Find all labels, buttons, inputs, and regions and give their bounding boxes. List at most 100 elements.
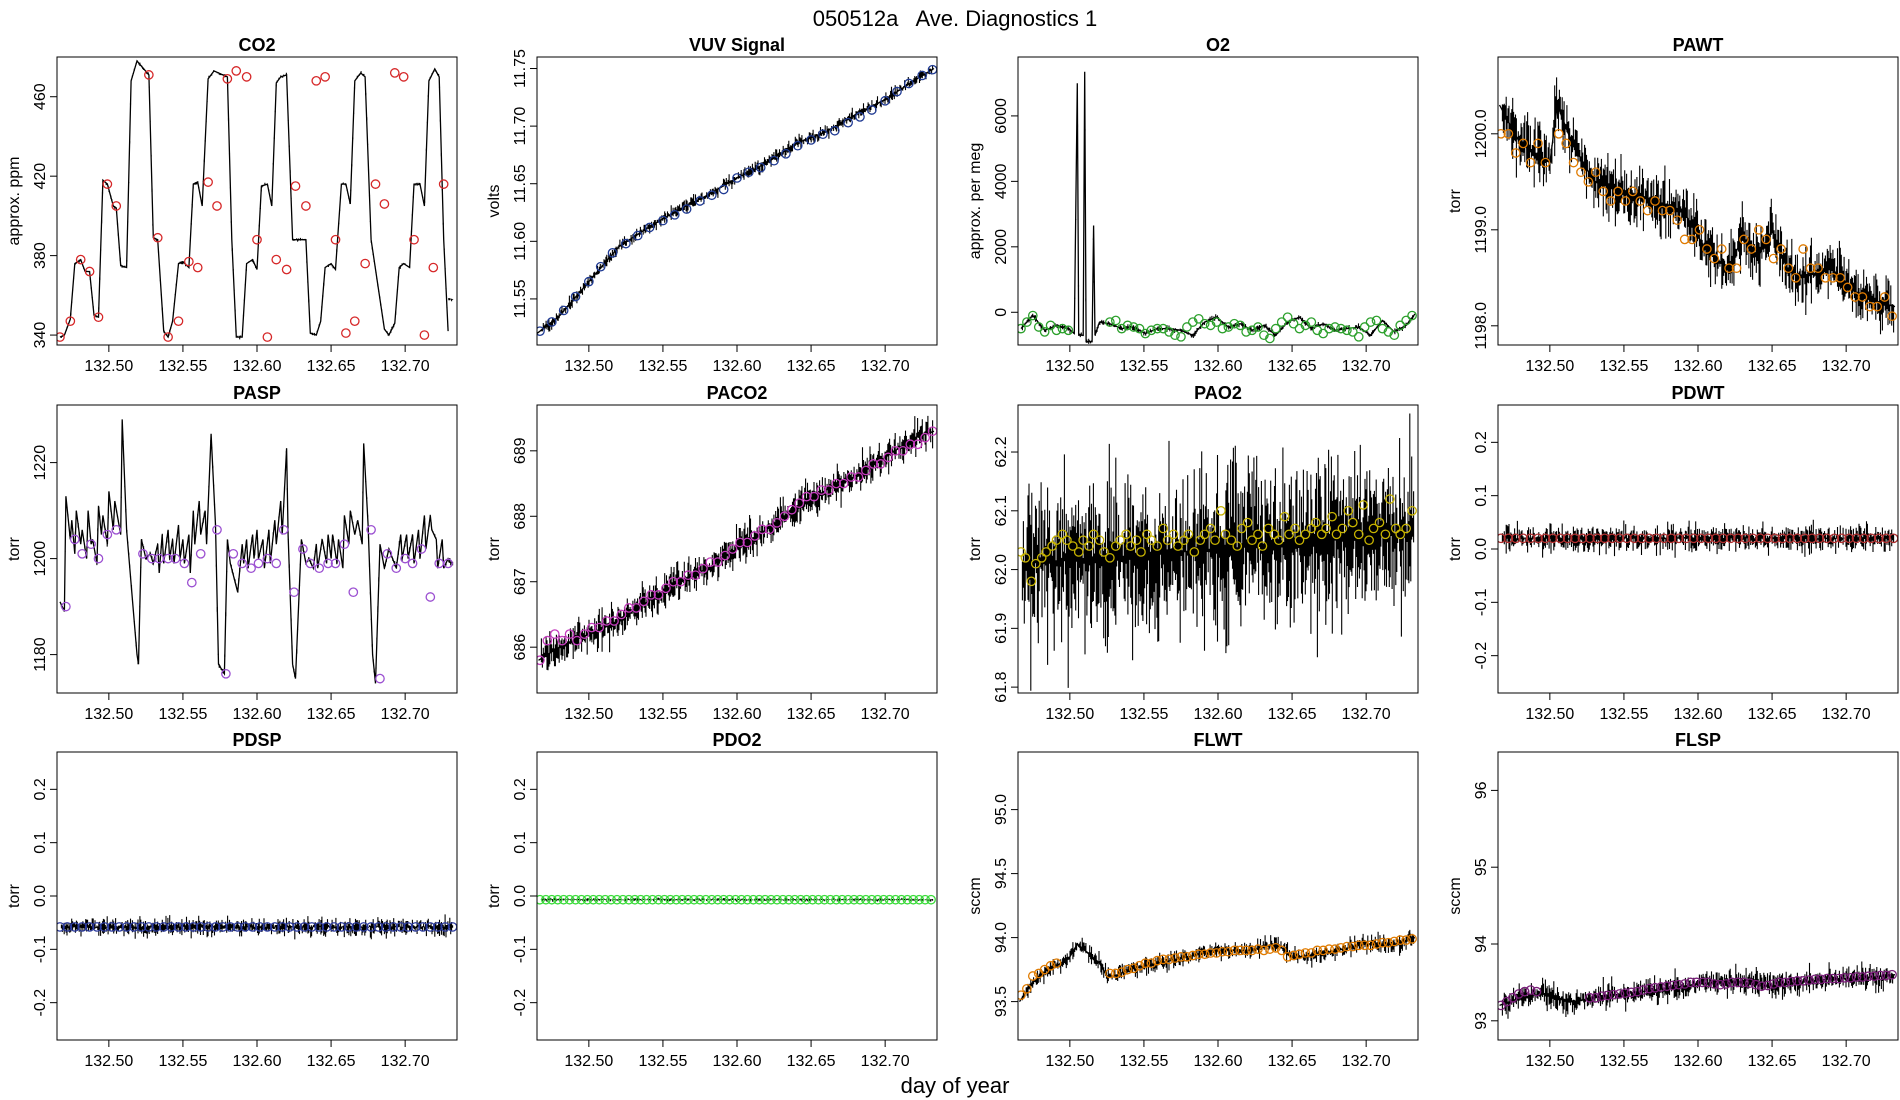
data-point [1152,541,1163,551]
data-point [1525,985,1536,995]
data-point [158,922,169,932]
data-point [718,184,729,195]
data-point [1300,948,1311,958]
data-point [1681,533,1691,544]
data-point [84,266,95,277]
data-point [1533,138,1543,149]
data-point [1242,517,1253,528]
data-point [253,558,264,569]
x-tick-label: 132.65 [307,706,356,723]
data-point [1620,988,1631,999]
data-point [311,75,322,86]
data-point [779,511,790,522]
data-point [1045,960,1056,971]
data-point [1814,533,1825,544]
data-point [890,445,901,456]
data-point [784,894,794,905]
data-point [1850,292,1860,302]
data-point [705,557,716,567]
data-point [1027,310,1038,321]
data-point [1288,950,1299,961]
data-point [1158,523,1169,534]
data-point [1324,323,1334,334]
x-tick-label: 132.55 [638,358,687,375]
series-line [59,419,452,684]
data-point [1626,987,1637,998]
data-point [298,544,308,554]
data-point [212,524,222,535]
y-tick-label: 0.2 [512,778,529,800]
y-tick-label: 420 [32,163,49,190]
data-point [1792,533,1803,544]
y-tick-label: 93.5 [993,986,1010,1017]
data-point [1051,958,1062,969]
data-point [221,668,231,679]
data-point [1131,535,1142,546]
panel-title: FLSP [1675,730,1721,750]
data-point [795,894,806,905]
data-point [1583,176,1594,187]
data-point [1241,327,1251,337]
x-tick-label: 132.55 [1599,706,1648,723]
data-point [1774,977,1785,988]
data-point [1873,533,1884,544]
data-point [920,432,930,443]
y-axis-label: torr [6,883,23,908]
data-point [1498,128,1506,139]
data-point [262,332,273,342]
data-point [1875,970,1886,981]
data-point [1336,323,1346,334]
data-point [1022,983,1032,994]
data-point [57,332,65,342]
data-point [1199,318,1210,329]
data-point [1881,970,1891,981]
panel-co2: CO2 132.50 132.55 132.60 132.65 132.70 340 380 4… [6,35,458,375]
series-line [59,59,449,339]
data-point [778,894,788,905]
x-tick-label: 132.55 [158,358,207,375]
data-point [1829,533,1840,544]
data-point [698,563,708,574]
data-point [1199,949,1210,960]
data-point [246,563,256,574]
data-point [262,553,273,564]
data-point [855,894,865,905]
data-point [1697,977,1708,988]
data-point [766,894,776,905]
data-point [607,247,618,258]
data-point [1389,330,1400,341]
data-point [69,534,80,545]
data-point [195,922,206,932]
data-point [748,894,759,905]
data-point [1125,541,1136,551]
data-point [1836,533,1847,544]
x-tick-label: 132.60 [1674,706,1723,723]
data-point [732,173,742,183]
y-axis-label: torr [1447,536,1464,561]
data-point [301,201,311,211]
data-point [572,635,582,646]
data-point [621,238,631,249]
data-point [1189,547,1200,557]
plot-frame [1017,751,1419,1041]
panel-title: PAWT [1673,35,1724,55]
y-tick-label: 94 [1473,935,1490,953]
data-point [1844,533,1854,544]
y-tick-label: 0 [993,308,1010,317]
data-point [1176,331,1186,342]
data-envelope [1021,413,1415,691]
y-tick-label: -0.1 [512,935,529,963]
data-point [1365,940,1376,951]
panel-title: O2 [1206,35,1230,55]
data-point [1045,320,1056,331]
data-point [1216,505,1226,516]
data-point [849,894,859,905]
data-point [323,558,333,569]
data-point [173,922,184,932]
data-point [1851,972,1862,982]
data-point [1547,533,1558,544]
data-point [601,616,612,626]
data-point [755,162,766,173]
data-point [838,478,849,489]
data-point [425,922,436,932]
